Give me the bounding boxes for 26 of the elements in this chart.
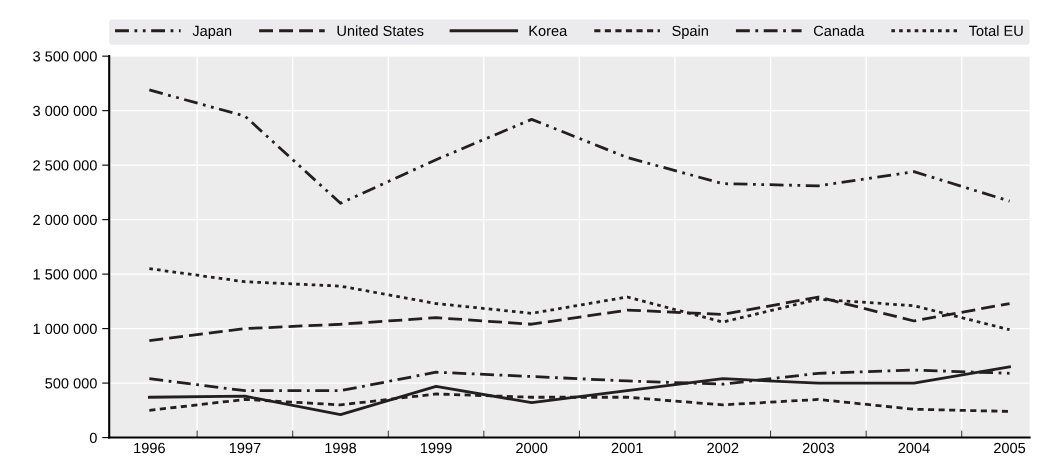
legend-label: Spain [672, 25, 708, 39]
x-tick-label: 1996 [134, 442, 165, 454]
legend-label: Total EU [968, 25, 1023, 36]
legend-label: United States [337, 25, 424, 36]
x-tick-label: 2005 [994, 442, 1026, 454]
y-tick-label: 1 000 000 [33, 323, 97, 335]
x-tick-label: 2004 [898, 442, 930, 454]
y-tick-label: 3 000 000 [33, 105, 97, 117]
legend-label: Korea [529, 25, 568, 36]
y-tick-label: 500 000 [45, 378, 97, 389]
y-tick-label: 2 000 000 [33, 214, 97, 226]
y-tick-label: 2 500 000 [33, 160, 97, 171]
x-tick-label: 2001 [611, 442, 643, 454]
x-tick-label: 2003 [802, 442, 834, 454]
y-tick-label: 3 500 000 [33, 51, 97, 62]
x-tick-label: 1999 [420, 442, 452, 454]
legend-label: Japan [192, 25, 232, 39]
line-series [147, 88, 1011, 205]
legend-label: Canada [813, 25, 865, 36]
y-tick-label: 1 500 000 [33, 269, 97, 280]
x-tick-label: 2002 [707, 442, 739, 454]
x-tick-label: 1997 [229, 442, 261, 454]
y-tick-label: 0 [89, 432, 97, 444]
line-series [147, 365, 1011, 417]
x-tick-label: 1998 [325, 442, 357, 454]
x-tick-label: 2000 [516, 442, 548, 454]
